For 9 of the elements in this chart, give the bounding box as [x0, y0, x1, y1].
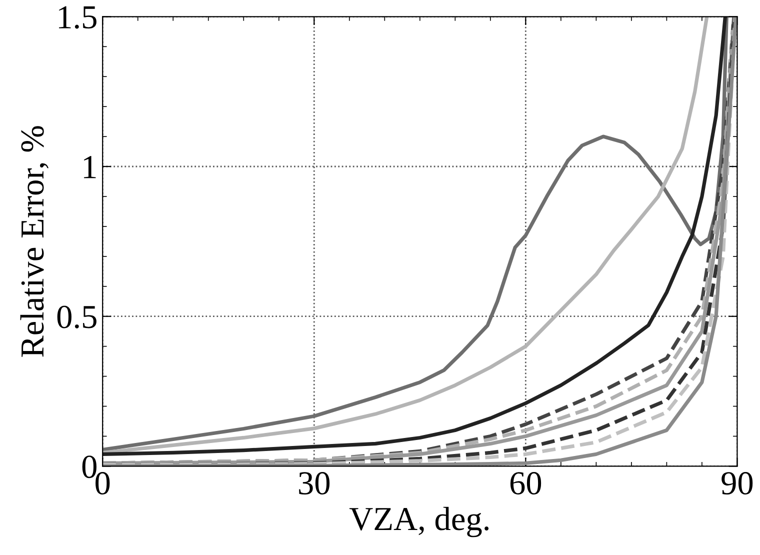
y-tick-label: 0.5	[57, 306, 96, 328]
y-tick-label: 1.5	[59, 6, 96, 29]
y-tick-label: 1	[84, 156, 96, 178]
y-axis-title: Relative Error, %	[20, 126, 49, 357]
x-axis-title: VZA, deg.	[349, 506, 489, 538]
x-tick-label: 90	[722, 472, 753, 495]
x-tick-label: 30	[299, 472, 330, 495]
x-tick-label: 60	[510, 472, 542, 495]
y-tick-label: 0	[82, 456, 96, 478]
